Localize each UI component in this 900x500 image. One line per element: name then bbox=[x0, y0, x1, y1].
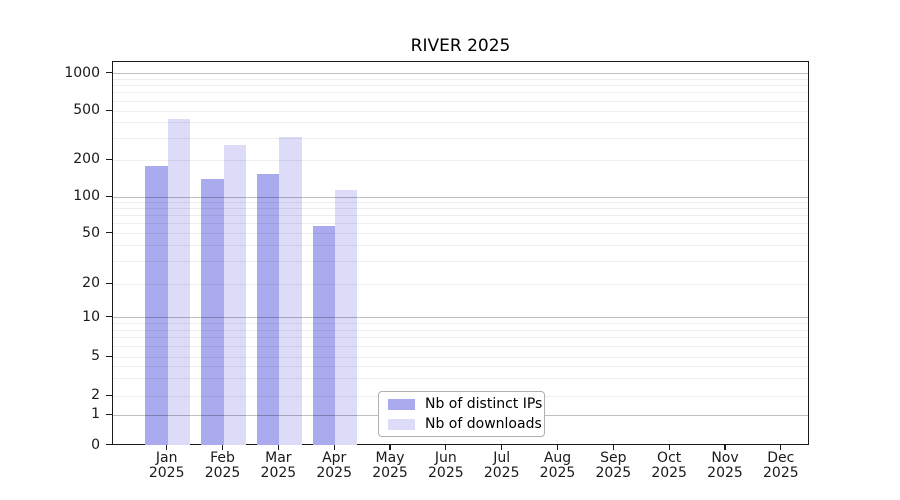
y-tick-0 bbox=[106, 444, 112, 446]
y-tick-label-200: 200 bbox=[73, 151, 100, 167]
gridline-y-6 bbox=[113, 346, 808, 348]
gridline-y-900 bbox=[113, 78, 808, 80]
y-tick-2 bbox=[106, 394, 112, 396]
y-tick-1000 bbox=[106, 72, 112, 74]
legend-swatch-downloads bbox=[388, 418, 415, 430]
y-tick-label-1: 1 bbox=[91, 406, 100, 422]
y-tick-label-10: 10 bbox=[82, 308, 100, 325]
x-tick-label-aug: Aug 2025 bbox=[539, 449, 576, 481]
y-tick-label-500: 500 bbox=[73, 102, 100, 118]
x-tick-apr bbox=[333, 444, 335, 450]
x-tick-feb bbox=[221, 444, 224, 450]
gridline-y-70 bbox=[113, 215, 808, 217]
y-tick-label-5: 5 bbox=[91, 348, 100, 364]
gridline-y-700 bbox=[113, 92, 808, 94]
legend-label-downloads: Nb of downloads bbox=[425, 416, 542, 432]
gridline-y-400 bbox=[113, 122, 808, 124]
y-tick-500 bbox=[106, 109, 112, 111]
x-tick-label-may: May 2025 bbox=[372, 449, 408, 481]
y-tick-10 bbox=[106, 316, 112, 318]
x-tick-label-sep: Sep 2025 bbox=[595, 449, 632, 481]
legend: Nb of distinct IPs Nb of downloads bbox=[378, 391, 545, 437]
x-tick-label-nov: Nov 2025 bbox=[707, 449, 743, 481]
gridline-y-5 bbox=[113, 356, 808, 358]
gridline-y-9 bbox=[113, 323, 808, 324]
x-tick-sep bbox=[612, 444, 614, 450]
bar-mar-downloads bbox=[279, 137, 302, 446]
y-tick-5 bbox=[106, 355, 112, 357]
gridline-y-800 bbox=[113, 85, 808, 87]
y-tick-label-100: 100 bbox=[73, 188, 100, 204]
bar-feb-distinct-ips bbox=[201, 179, 224, 446]
gridline-y-30 bbox=[113, 261, 808, 263]
bar-apr-downloads bbox=[335, 189, 358, 446]
gridline-y-10 bbox=[113, 317, 808, 318]
gridline-y-300 bbox=[113, 137, 808, 139]
gridline-y-20 bbox=[113, 283, 808, 285]
bar-feb-downloads bbox=[223, 144, 246, 446]
y-tick-20 bbox=[106, 282, 112, 284]
x-tick-jan bbox=[166, 444, 168, 450]
x-tick-label-apr: Apr 2025 bbox=[316, 449, 352, 481]
bar-mar-distinct-ips bbox=[257, 173, 280, 446]
legend-label-distinct-ips: Nb of distinct IPs bbox=[425, 396, 543, 412]
x-tick-oct bbox=[668, 444, 670, 450]
gridline-y-50 bbox=[113, 233, 808, 234]
gridline-y-90 bbox=[113, 202, 808, 204]
x-tick-nov bbox=[724, 444, 726, 450]
x-tick-aug bbox=[556, 444, 559, 450]
y-tick-label-1000: 1000 bbox=[64, 64, 100, 81]
gridline-y-3 bbox=[113, 378, 808, 380]
chart-title: RIVER 2025 bbox=[410, 36, 511, 56]
y-tick-200 bbox=[106, 158, 112, 160]
bar-jan-downloads bbox=[167, 119, 190, 446]
gridline-y-60 bbox=[113, 223, 808, 225]
legend-item-distinct-ips: Nb of distinct IPs bbox=[388, 396, 542, 412]
gridline-y-4 bbox=[113, 365, 808, 367]
x-tick-jul bbox=[501, 444, 503, 450]
gridline-y-200 bbox=[113, 159, 808, 161]
y-tick-50 bbox=[106, 232, 112, 234]
bar-apr-distinct-ips bbox=[312, 225, 336, 446]
x-tick-jun bbox=[445, 444, 447, 450]
x-tick-mar bbox=[277, 444, 279, 450]
x-tick-label-mar: Mar 2025 bbox=[260, 449, 297, 481]
x-tick-label-oct: Oct 2025 bbox=[651, 449, 687, 481]
gridline-y-7 bbox=[113, 337, 808, 339]
bar-jan-distinct-ips bbox=[145, 165, 168, 446]
gridline-y-8 bbox=[113, 329, 808, 331]
x-tick-label-jun: Jun 2025 bbox=[428, 449, 464, 481]
y-tick-label-20: 20 bbox=[82, 275, 100, 291]
gridline-y-500 bbox=[113, 110, 808, 112]
x-tick-dec bbox=[780, 444, 782, 450]
gridline-y-80 bbox=[113, 208, 808, 210]
legend-item-downloads: Nb of downloads bbox=[388, 416, 542, 432]
gridline-y-40 bbox=[113, 245, 808, 247]
y-tick-label-0: 0 bbox=[91, 436, 100, 453]
x-tick-label-dec: Dec 2025 bbox=[763, 449, 799, 481]
legend-swatch-distinct-ips bbox=[388, 398, 415, 410]
y-tick-100 bbox=[106, 195, 112, 197]
x-tick-may bbox=[389, 444, 391, 450]
plot-area bbox=[112, 61, 809, 446]
y-tick-label-50: 50 bbox=[82, 224, 100, 241]
gridline-y-1000 bbox=[113, 73, 808, 75]
x-tick-label-jan: Jan 2025 bbox=[148, 449, 185, 481]
x-tick-label-jul: Jul 2025 bbox=[483, 449, 520, 481]
gridline-y-100 bbox=[113, 196, 808, 198]
gridline-y-600 bbox=[113, 100, 808, 102]
y-tick-1 bbox=[106, 413, 112, 415]
x-tick-label-feb: Feb 2025 bbox=[204, 449, 241, 481]
y-tick-label-2: 2 bbox=[91, 387, 100, 403]
